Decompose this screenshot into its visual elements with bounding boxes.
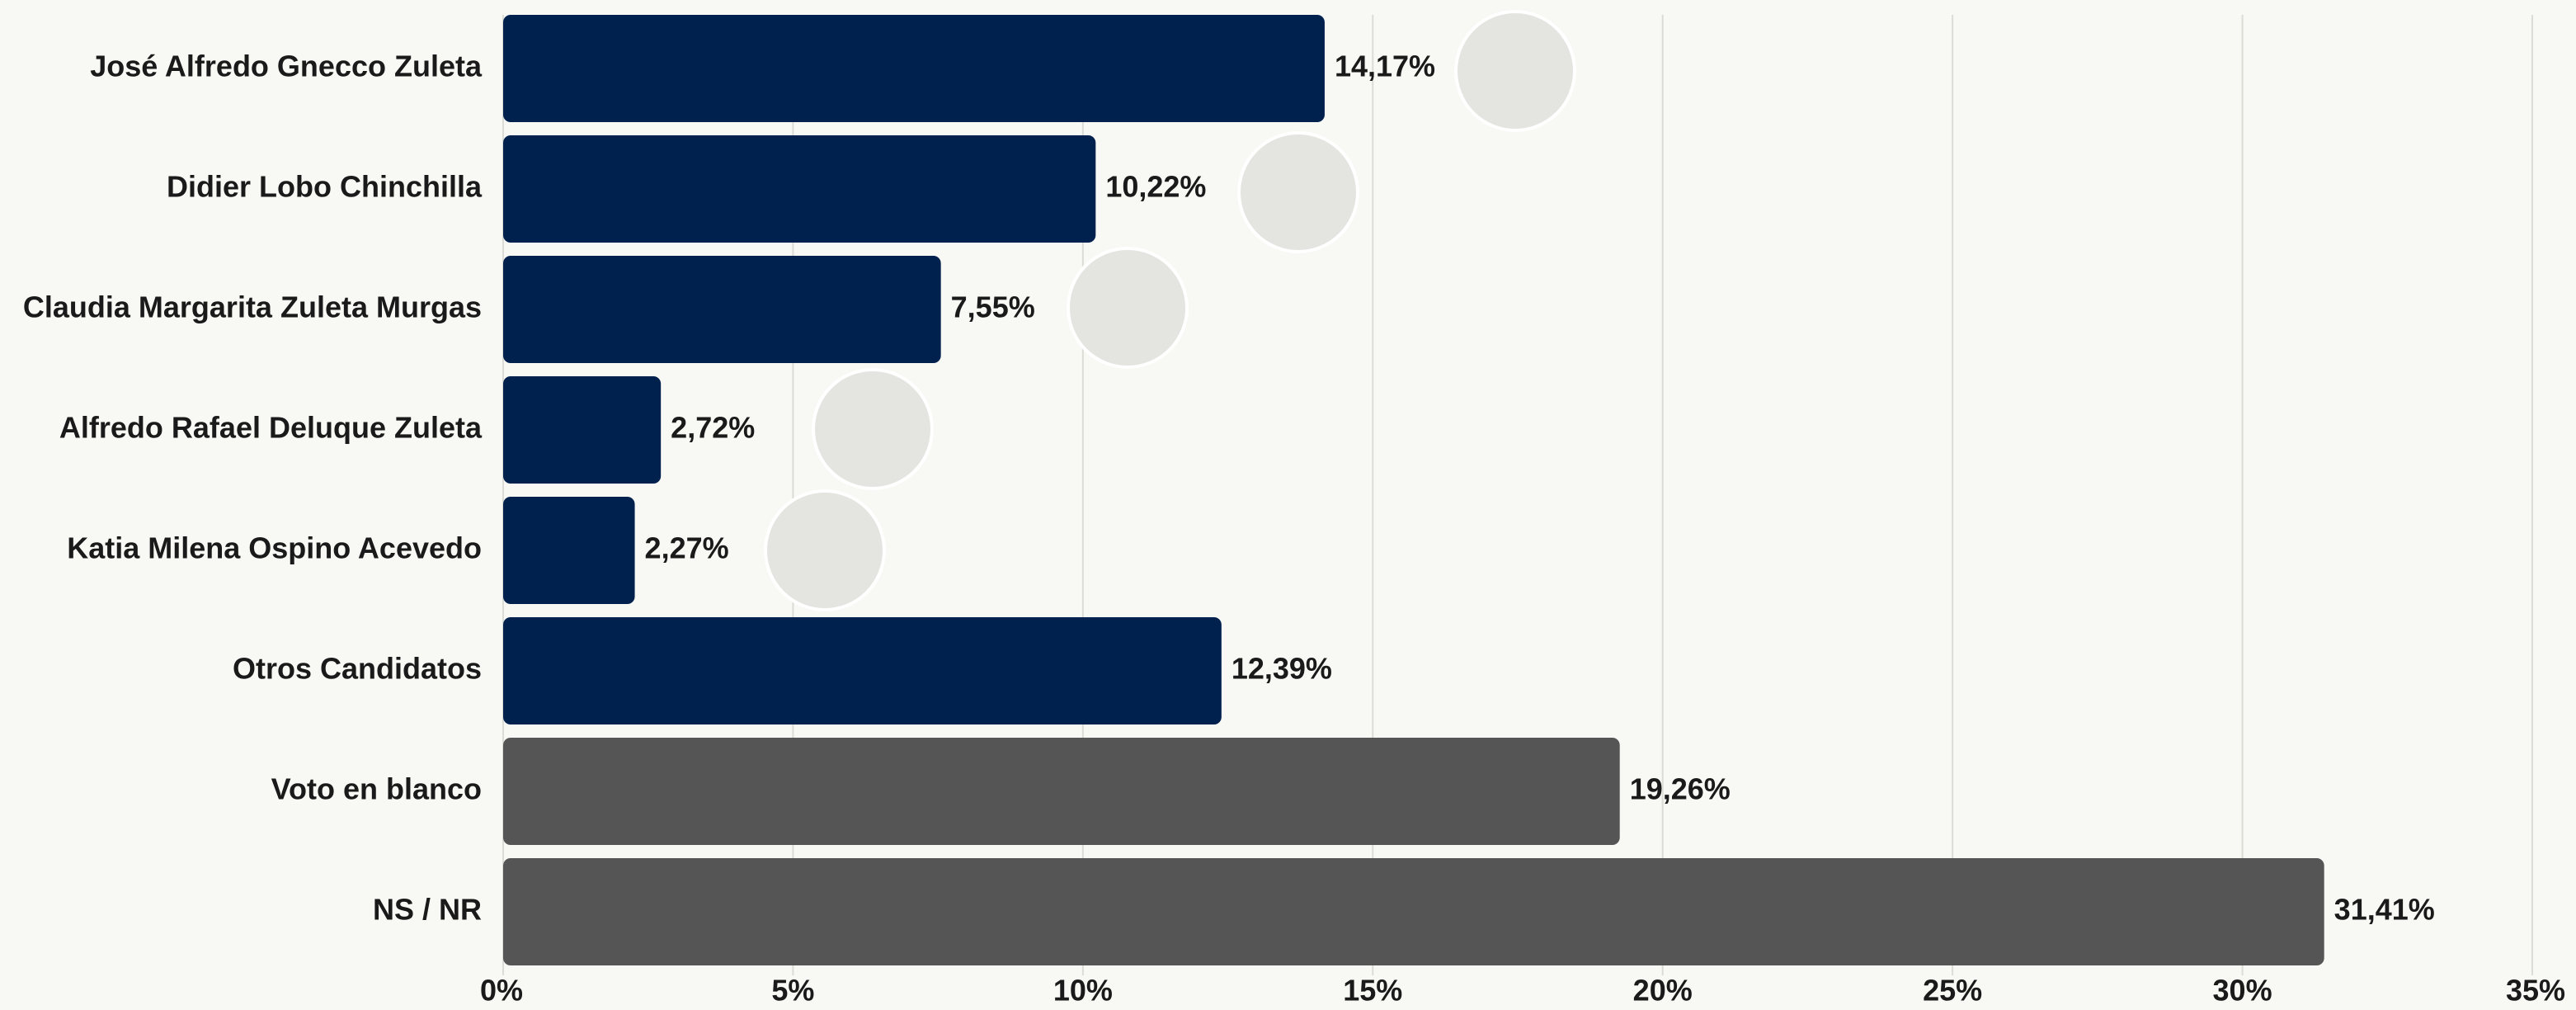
candidate-photo [765, 491, 884, 610]
bar [503, 858, 2324, 965]
category-label: Claudia Margarita Zuleta Murgas [23, 290, 482, 324]
x-tick-label: 35% [2506, 974, 2565, 1008]
candidate-photo [813, 370, 932, 488]
candidate-photo [1239, 133, 1358, 252]
bar [503, 376, 661, 484]
value-label: 14,17% [1335, 50, 1435, 83]
category-label: José Alfredo Gnecco Zuleta [90, 50, 483, 83]
x-tick-label: 25% [1923, 974, 1982, 1008]
bar [503, 617, 1222, 724]
category-label: NS / NR [373, 893, 482, 927]
value-label: 2,27% [645, 531, 729, 565]
value-label: 12,39% [1231, 652, 1332, 686]
x-tick-label: 5% [771, 974, 814, 1008]
bar [503, 135, 1095, 243]
value-label: 10,22% [1105, 170, 1206, 204]
value-label: 19,26% [1630, 772, 1731, 806]
bar [503, 497, 635, 604]
value-label: 2,72% [671, 411, 755, 445]
x-tick-label: 30% [2213, 974, 2272, 1008]
x-tick-label: 20% [1633, 974, 1693, 1008]
candidate-photo [1068, 248, 1187, 367]
value-label: 7,55% [951, 290, 1035, 324]
candidate-photo [1456, 12, 1575, 130]
category-label: Otros Candidatos [233, 652, 482, 686]
category-label: Didier Lobo Chinchilla [167, 170, 483, 204]
category-label: Voto en blanco [271, 772, 482, 806]
x-tick-label: 15% [1343, 974, 1402, 1008]
x-tick-label: 0% [480, 974, 523, 1008]
bar [503, 738, 1620, 845]
bar [503, 15, 1325, 122]
category-label: Alfredo Rafael Deluque Zuleta [59, 411, 483, 445]
bar [503, 256, 941, 363]
chart: 0% 5% 10% 15% 20% 25% 30% 35% José Alfredo Gnec… [0, 0, 2576, 1010]
category-label: Katia Milena Ospino Acevedo [67, 531, 482, 565]
x-tick-label: 10% [1053, 974, 1113, 1008]
value-label: 31,41% [2334, 893, 2435, 927]
